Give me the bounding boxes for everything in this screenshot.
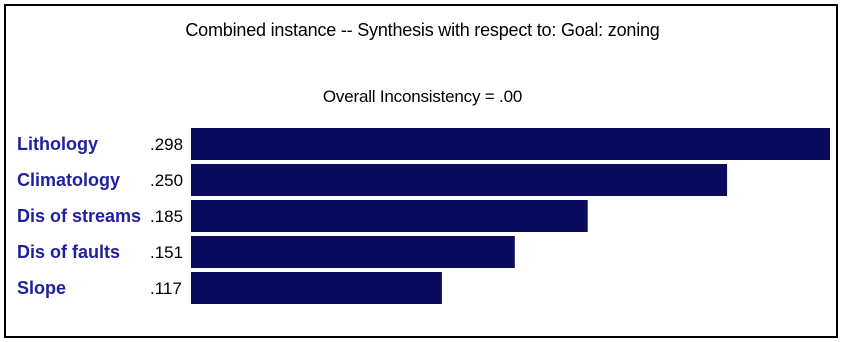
bar [191,236,515,268]
bar [191,200,588,232]
chart-subtitle: Overall Inconsistency = .00 [322,87,523,106]
chart-title: Combined instance -- Synthesis with resp… [185,20,660,40]
value-label: .298 [150,135,183,154]
category-label: Dis of streams [17,206,141,226]
category-label: Dis of faults [17,242,120,262]
value-label: .250 [150,171,183,190]
category-label: Climatology [17,170,120,190]
value-label: .185 [150,207,183,226]
category-label: Slope [17,278,66,298]
bar [191,272,442,304]
bar [191,164,728,196]
bar [191,128,830,160]
category-label: Lithology [17,134,98,154]
value-label: .151 [150,243,183,262]
value-label: .117 [150,279,182,298]
